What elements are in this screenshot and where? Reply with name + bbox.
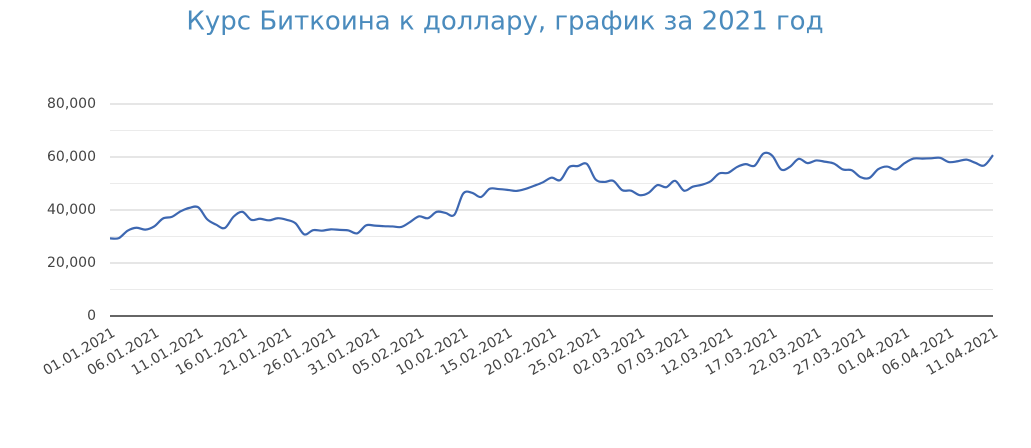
chart-title: Курс Биткоина к доллару, график за 2021 … <box>186 7 823 37</box>
price-line <box>109 151 994 240</box>
y-tick-label: 40,000 <box>47 202 96 218</box>
y-tick-label: 0 <box>87 308 96 324</box>
y-tick-label: 20,000 <box>47 255 96 271</box>
y-tick-label: 80,000 <box>47 96 96 112</box>
y-tick-label: 60,000 <box>47 149 96 165</box>
